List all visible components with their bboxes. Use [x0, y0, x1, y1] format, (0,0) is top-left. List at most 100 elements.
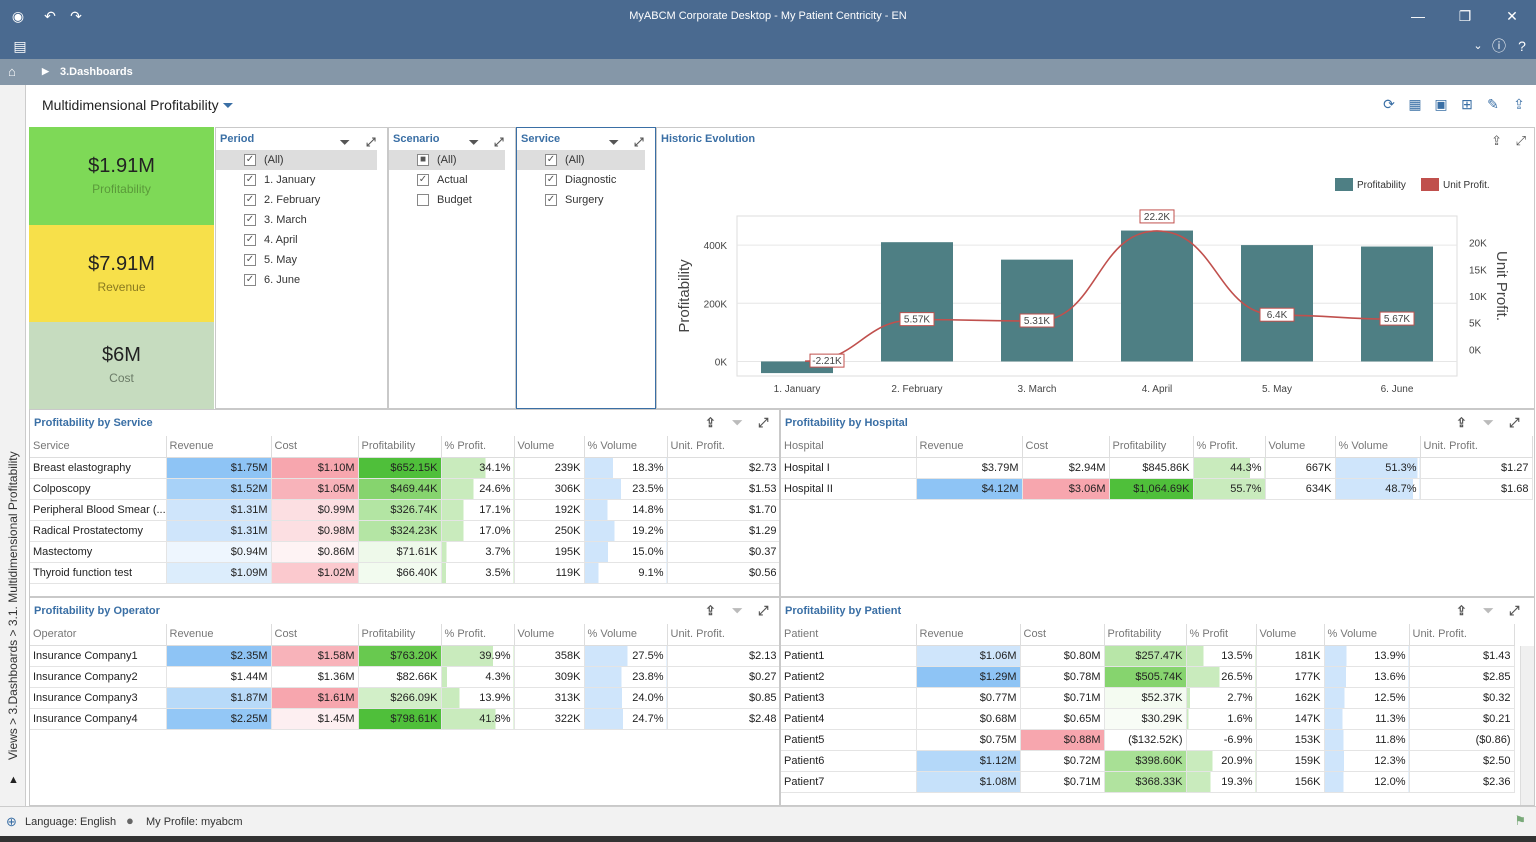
table-row[interactable]: Patient6 $1.12M $0.72M $398.60K 20.9% 159K 12.… — [781, 750, 1515, 772]
help-icon[interactable]: ? — [1518, 38, 1526, 54]
filter-icon[interactable]: ⏷ — [1483, 603, 1494, 618]
table-row[interactable]: Hospital II $4.12M $3.06M $1,064.69K 55.7% 63… — [781, 478, 1533, 500]
column-header[interactable]: Cost — [1020, 624, 1105, 646]
column-header[interactable]: Unit. Profit. — [667, 436, 779, 458]
export-icon[interactable]: ⇪ — [1456, 603, 1467, 618]
table-row[interactable]: Patient1 $1.06M $0.80M $257.47K 13.5% 181K 13.… — [781, 645, 1515, 667]
export-icon[interactable]: ⇪ — [1491, 133, 1502, 148]
filter-option[interactable]: ✓ 1. January — [216, 170, 387, 190]
checkbox[interactable]: ✓ — [417, 174, 429, 186]
expand-icon[interactable]: ⤢ — [758, 603, 769, 618]
close-icon[interactable]: ✕ — [1506, 8, 1518, 24]
filter-icon[interactable]: ⏷ — [732, 603, 743, 618]
kpi-profitability[interactable]: $1.91M Profitability — [29, 127, 214, 225]
table-row[interactable]: Insurance Company3 $1.87M $1.61M $266.09K 13… — [30, 687, 779, 709]
table-row[interactable]: Insurance Company4 $2.25M $1.45M $798.61K 41… — [30, 708, 779, 730]
filter-option[interactable]: ✓ 2. February — [216, 190, 387, 210]
checkbox[interactable]: ✓ — [244, 234, 256, 246]
sidebar-path[interactable]: Views > 3.Dashboards > 3.1. Multidimensi… — [6, 451, 20, 760]
home-icon[interactable]: ⌂ — [8, 64, 16, 79]
save-icon[interactable]: ▣ — [1434, 96, 1448, 112]
checkbox[interactable]: ✓ — [545, 154, 557, 166]
table-row[interactable]: Colposcopy $1.52M $1.05M $469.44K 24.6% 306K 2… — [30, 478, 779, 500]
checkbox[interactable]: ✓ — [244, 174, 256, 186]
column-header[interactable]: Cost — [271, 624, 359, 646]
edit-icon[interactable]: ✎ — [1487, 96, 1499, 112]
column-header[interactable]: % Profit. — [441, 436, 515, 458]
kpi-cost[interactable]: $6M Cost — [29, 322, 214, 409]
checkbox[interactable]: ✓ — [244, 154, 256, 166]
filter-icon[interactable]: ⏷ — [222, 97, 234, 113]
table-row[interactable]: Insurance Company1 $2.35M $1.58M $763.20K 39… — [30, 645, 779, 667]
checkbox[interactable]: ✓ — [244, 214, 256, 226]
filter-option[interactable]: ✓ Surgery — [517, 190, 655, 210]
column-header[interactable]: Hospital — [781, 436, 917, 458]
table-row[interactable]: Patient4 $0.68M $0.65M $30.29K 1.6% 147K 11.3%… — [781, 708, 1515, 730]
checkbox[interactable]: ✓ — [545, 174, 557, 186]
column-header[interactable]: % Volume — [584, 436, 668, 458]
checkbox[interactable]: ✓ — [244, 194, 256, 206]
column-header[interactable]: Profitability — [358, 624, 442, 646]
table-row[interactable]: Patient3 $0.77M $0.71M $52.37K 2.7% 162K 12.5%… — [781, 687, 1515, 709]
undo-icon[interactable]: ↶ — [44, 8, 56, 24]
column-header[interactable]: % Profit — [1186, 624, 1257, 646]
clear-filter-icon[interactable]: ⏷ — [609, 135, 619, 149]
save-as-icon[interactable]: ⊞ — [1461, 96, 1473, 112]
chevron-down-icon[interactable]: ⌄ — [1473, 40, 1483, 52]
restore-icon[interactable]: ❐ — [1458, 8, 1472, 24]
table-row[interactable]: Breast elastography $1.75M $1.10M $652.15K 3… — [30, 457, 779, 479]
expand-icon[interactable]: ⤢ — [366, 135, 376, 149]
table-row[interactable]: Thyroid function test $1.09M $1.02M $66.40K… — [30, 562, 779, 584]
table-row[interactable]: Patient5 $0.75M $0.88M ($132.52K) -6.9% 153K 1… — [781, 729, 1515, 751]
column-header[interactable]: Volume — [1265, 436, 1336, 458]
column-header[interactable]: Profitability — [1109, 436, 1194, 458]
filter-option[interactable]: ■ (All) — [389, 150, 505, 170]
language-status[interactable]: Language: English — [25, 816, 117, 828]
column-header[interactable]: Cost — [1022, 436, 1110, 458]
export-icon[interactable]: ⇪ — [1513, 96, 1525, 112]
minimize-icon[interactable]: — — [1411, 8, 1425, 24]
column-header[interactable]: Volume — [1256, 624, 1325, 646]
table-row[interactable]: Insurance Company2 $1.44M $1.36M $82.66K 4.3… — [30, 666, 779, 688]
column-header[interactable]: Volume — [514, 624, 585, 646]
views-sidebar[interactable] — [0, 85, 26, 806]
export-icon[interactable]: ⇪ — [705, 603, 716, 618]
checkbox[interactable]: ✓ — [244, 254, 256, 266]
table-row[interactable]: Patient2 $1.29M $0.78M $505.74K 26.5% 177K 13.… — [781, 666, 1515, 688]
column-header[interactable]: % Volume — [1324, 624, 1410, 646]
column-header[interactable]: Unit. Profit. — [667, 624, 779, 646]
filter-option[interactable]: ✓ 5. May — [216, 250, 387, 270]
redo-icon[interactable]: ↷ — [70, 8, 82, 24]
expand-icon[interactable]: ⤢ — [1509, 415, 1520, 430]
filter-option[interactable]: ✓ Actual — [389, 170, 515, 190]
column-header[interactable]: Operator — [30, 624, 167, 646]
column-header[interactable]: Cost — [271, 436, 359, 458]
expand-icon[interactable]: ⤢ — [1509, 603, 1520, 618]
clear-filter-icon[interactable]: ⏷ — [469, 135, 479, 149]
filter-option[interactable]: ✓ (All) — [216, 150, 377, 170]
filter-option[interactable]: ✓ 3. March — [216, 210, 387, 230]
filter-icon[interactable]: ⏷ — [1483, 415, 1494, 430]
column-header[interactable]: Profitability — [358, 436, 442, 458]
filter-option[interactable]: Budget — [389, 190, 515, 210]
column-header[interactable]: Revenue — [166, 436, 272, 458]
refresh-icon[interactable]: ⟳ — [1383, 96, 1395, 112]
column-header[interactable]: % Volume — [584, 624, 668, 646]
checkbox[interactable]: ✓ — [545, 194, 557, 206]
expand-icon[interactable]: ⤢ — [634, 135, 644, 149]
column-header[interactable]: Service — [30, 436, 167, 458]
table-row[interactable]: Radical Prostatectomy $1.31M $0.98M $324.23… — [30, 520, 779, 542]
table-row[interactable]: Mastectomy $0.94M $0.86M $71.61K 3.7% 195K 15.… — [30, 541, 779, 563]
filter-icon[interactable]: ⏷ — [732, 415, 743, 430]
export-icon[interactable]: ⇪ — [705, 415, 716, 430]
grid-icon[interactable]: ▦ — [1408, 96, 1422, 112]
column-header[interactable]: Volume — [514, 436, 585, 458]
arrow-up-icon[interactable]: ▲ — [8, 774, 19, 786]
filter-option[interactable]: ✓ 6. June — [216, 270, 387, 290]
checkbox[interactable]: ✓ — [244, 274, 256, 286]
filter-option[interactable]: ✓ 4. April — [216, 230, 387, 250]
column-header[interactable]: Revenue — [916, 436, 1023, 458]
expand-icon[interactable]: ⤢ — [494, 135, 504, 149]
column-header[interactable]: Unit. Profit. — [1409, 624, 1515, 646]
checkbox[interactable]: ■ — [417, 154, 429, 166]
